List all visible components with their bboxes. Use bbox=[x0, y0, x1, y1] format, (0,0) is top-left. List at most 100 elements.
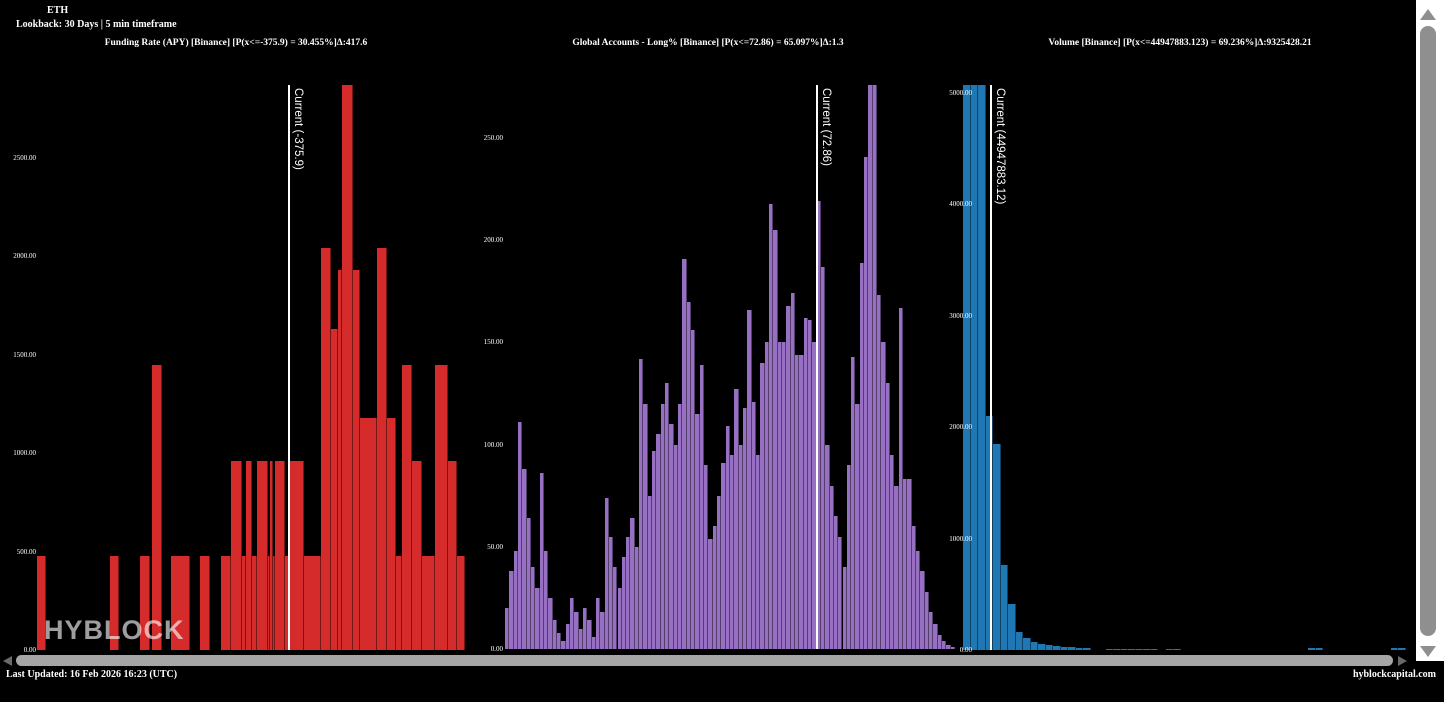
y-tick-label: 1000.00 bbox=[13, 449, 36, 458]
histogram-bar bbox=[1105, 648, 1113, 650]
y-tick-label: 200.00 bbox=[483, 236, 503, 245]
histogram-bar bbox=[669, 424, 674, 649]
y-tick-label: 250.00 bbox=[483, 134, 503, 143]
histogram-bar bbox=[1068, 647, 1076, 650]
y-tick-label: 4000.00 bbox=[949, 200, 972, 209]
histogram-bar bbox=[833, 516, 839, 649]
y-tick-label: 2000.00 bbox=[13, 252, 36, 261]
histogram-bar bbox=[412, 461, 422, 650]
y-tick-label: 3000.00 bbox=[949, 311, 972, 320]
histogram-bar bbox=[1120, 648, 1128, 650]
histogram-bar bbox=[920, 571, 925, 649]
histogram-bar bbox=[582, 608, 588, 649]
vertical-scrollbar-thumb[interactable] bbox=[1420, 26, 1436, 636]
scroll-down-arrow-icon[interactable] bbox=[1420, 646, 1436, 657]
histogram-bar bbox=[842, 567, 847, 649]
histogram-bar bbox=[457, 555, 465, 650]
histogram-bar bbox=[1030, 641, 1038, 650]
horizontal-scrollbar-thumb[interactable] bbox=[16, 655, 1393, 666]
histogram-bar bbox=[963, 85, 971, 650]
histogram-bar bbox=[1315, 648, 1323, 650]
histogram-bar bbox=[331, 329, 338, 650]
scroll-right-arrow-icon[interactable] bbox=[1398, 656, 1407, 666]
histogram-bar bbox=[1053, 646, 1061, 650]
histogram-plot-0 bbox=[35, 85, 465, 650]
chart-title-volume: Volume [Binance] [P(x<=44947883.123) = 6… bbox=[1048, 38, 1312, 48]
histogram-bar bbox=[846, 465, 852, 649]
histogram-bar bbox=[634, 546, 640, 649]
histogram-bar bbox=[946, 644, 951, 649]
histogram-bar bbox=[574, 612, 579, 649]
histogram-bar bbox=[742, 407, 748, 649]
scroll-up-arrow-icon[interactable] bbox=[1420, 9, 1436, 20]
scroll-left-arrow-icon[interactable] bbox=[3, 656, 12, 666]
histogram-bar bbox=[273, 555, 275, 650]
histogram-bar bbox=[140, 555, 150, 650]
histogram-bar bbox=[764, 342, 769, 649]
histogram-bar bbox=[985, 415, 993, 650]
histogram-bar bbox=[1398, 648, 1406, 650]
histogram-bar bbox=[937, 634, 942, 649]
histogram-bar bbox=[907, 479, 912, 649]
histogram-bar bbox=[505, 608, 510, 649]
histogram-bar bbox=[747, 309, 752, 649]
histogram-bar bbox=[1135, 648, 1143, 650]
histogram-bar bbox=[1023, 637, 1031, 650]
histogram-bar bbox=[1083, 648, 1091, 650]
histogram-bar bbox=[221, 555, 231, 650]
histogram-bar bbox=[725, 426, 730, 649]
histogram-bar bbox=[1045, 645, 1053, 650]
histogram-bar bbox=[246, 461, 252, 650]
histogram-bar bbox=[578, 628, 583, 649]
histogram-bar bbox=[877, 295, 882, 649]
histogram-bar bbox=[517, 422, 523, 649]
histogram-bar bbox=[695, 414, 700, 649]
histogram-bar bbox=[231, 461, 242, 650]
histogram-bar bbox=[530, 567, 536, 649]
histogram-plot-2 bbox=[963, 85, 1413, 650]
histogram-bar bbox=[377, 248, 387, 650]
histogram-bar bbox=[656, 434, 661, 649]
current-value-line bbox=[815, 85, 818, 649]
histogram-bar bbox=[734, 389, 739, 649]
chart-title-global-accounts: Global Accounts - Long% [Binance] [P(x<=… bbox=[572, 38, 844, 48]
histogram-bar bbox=[803, 317, 808, 649]
histogram-bar bbox=[816, 201, 821, 649]
histogram-bar bbox=[396, 555, 402, 650]
histogram-bar bbox=[1173, 648, 1181, 650]
histogram-bar bbox=[435, 364, 448, 650]
histogram-bar bbox=[643, 403, 648, 649]
histogram-bar bbox=[342, 85, 353, 650]
histogram-bar bbox=[587, 620, 592, 649]
histogram-bar bbox=[1000, 565, 1008, 650]
histogram-bar bbox=[773, 230, 778, 649]
histogram-bar bbox=[760, 362, 765, 649]
histogram-bar bbox=[152, 364, 162, 650]
histogram-bar bbox=[556, 632, 562, 649]
histogram-bar bbox=[1015, 632, 1023, 650]
histogram-bar bbox=[600, 612, 605, 649]
histogram-bar bbox=[402, 364, 412, 650]
histogram-bar bbox=[859, 262, 865, 649]
histogram-bar bbox=[522, 469, 527, 649]
histogram-bar bbox=[652, 450, 657, 649]
histogram-bar bbox=[548, 597, 553, 649]
histogram-bar bbox=[678, 403, 683, 649]
histogram-bar bbox=[242, 555, 246, 650]
histogram-bar bbox=[1113, 648, 1121, 650]
histogram-bar bbox=[768, 203, 774, 649]
histogram-bar bbox=[950, 646, 955, 649]
histogram-bar bbox=[738, 444, 743, 649]
histogram-bar bbox=[890, 454, 895, 649]
histogram-bar bbox=[730, 454, 735, 649]
histogram-bar bbox=[993, 443, 1001, 650]
histogram-bar bbox=[617, 587, 622, 649]
histogram-bar bbox=[604, 497, 609, 649]
histogram-bar bbox=[872, 85, 878, 649]
histogram-bar bbox=[786, 305, 791, 649]
histogram-bar bbox=[360, 417, 377, 650]
histogram-bar bbox=[565, 624, 570, 649]
histogram-bar bbox=[257, 461, 268, 650]
histogram-bar bbox=[569, 597, 575, 649]
histogram-bar bbox=[691, 330, 696, 649]
